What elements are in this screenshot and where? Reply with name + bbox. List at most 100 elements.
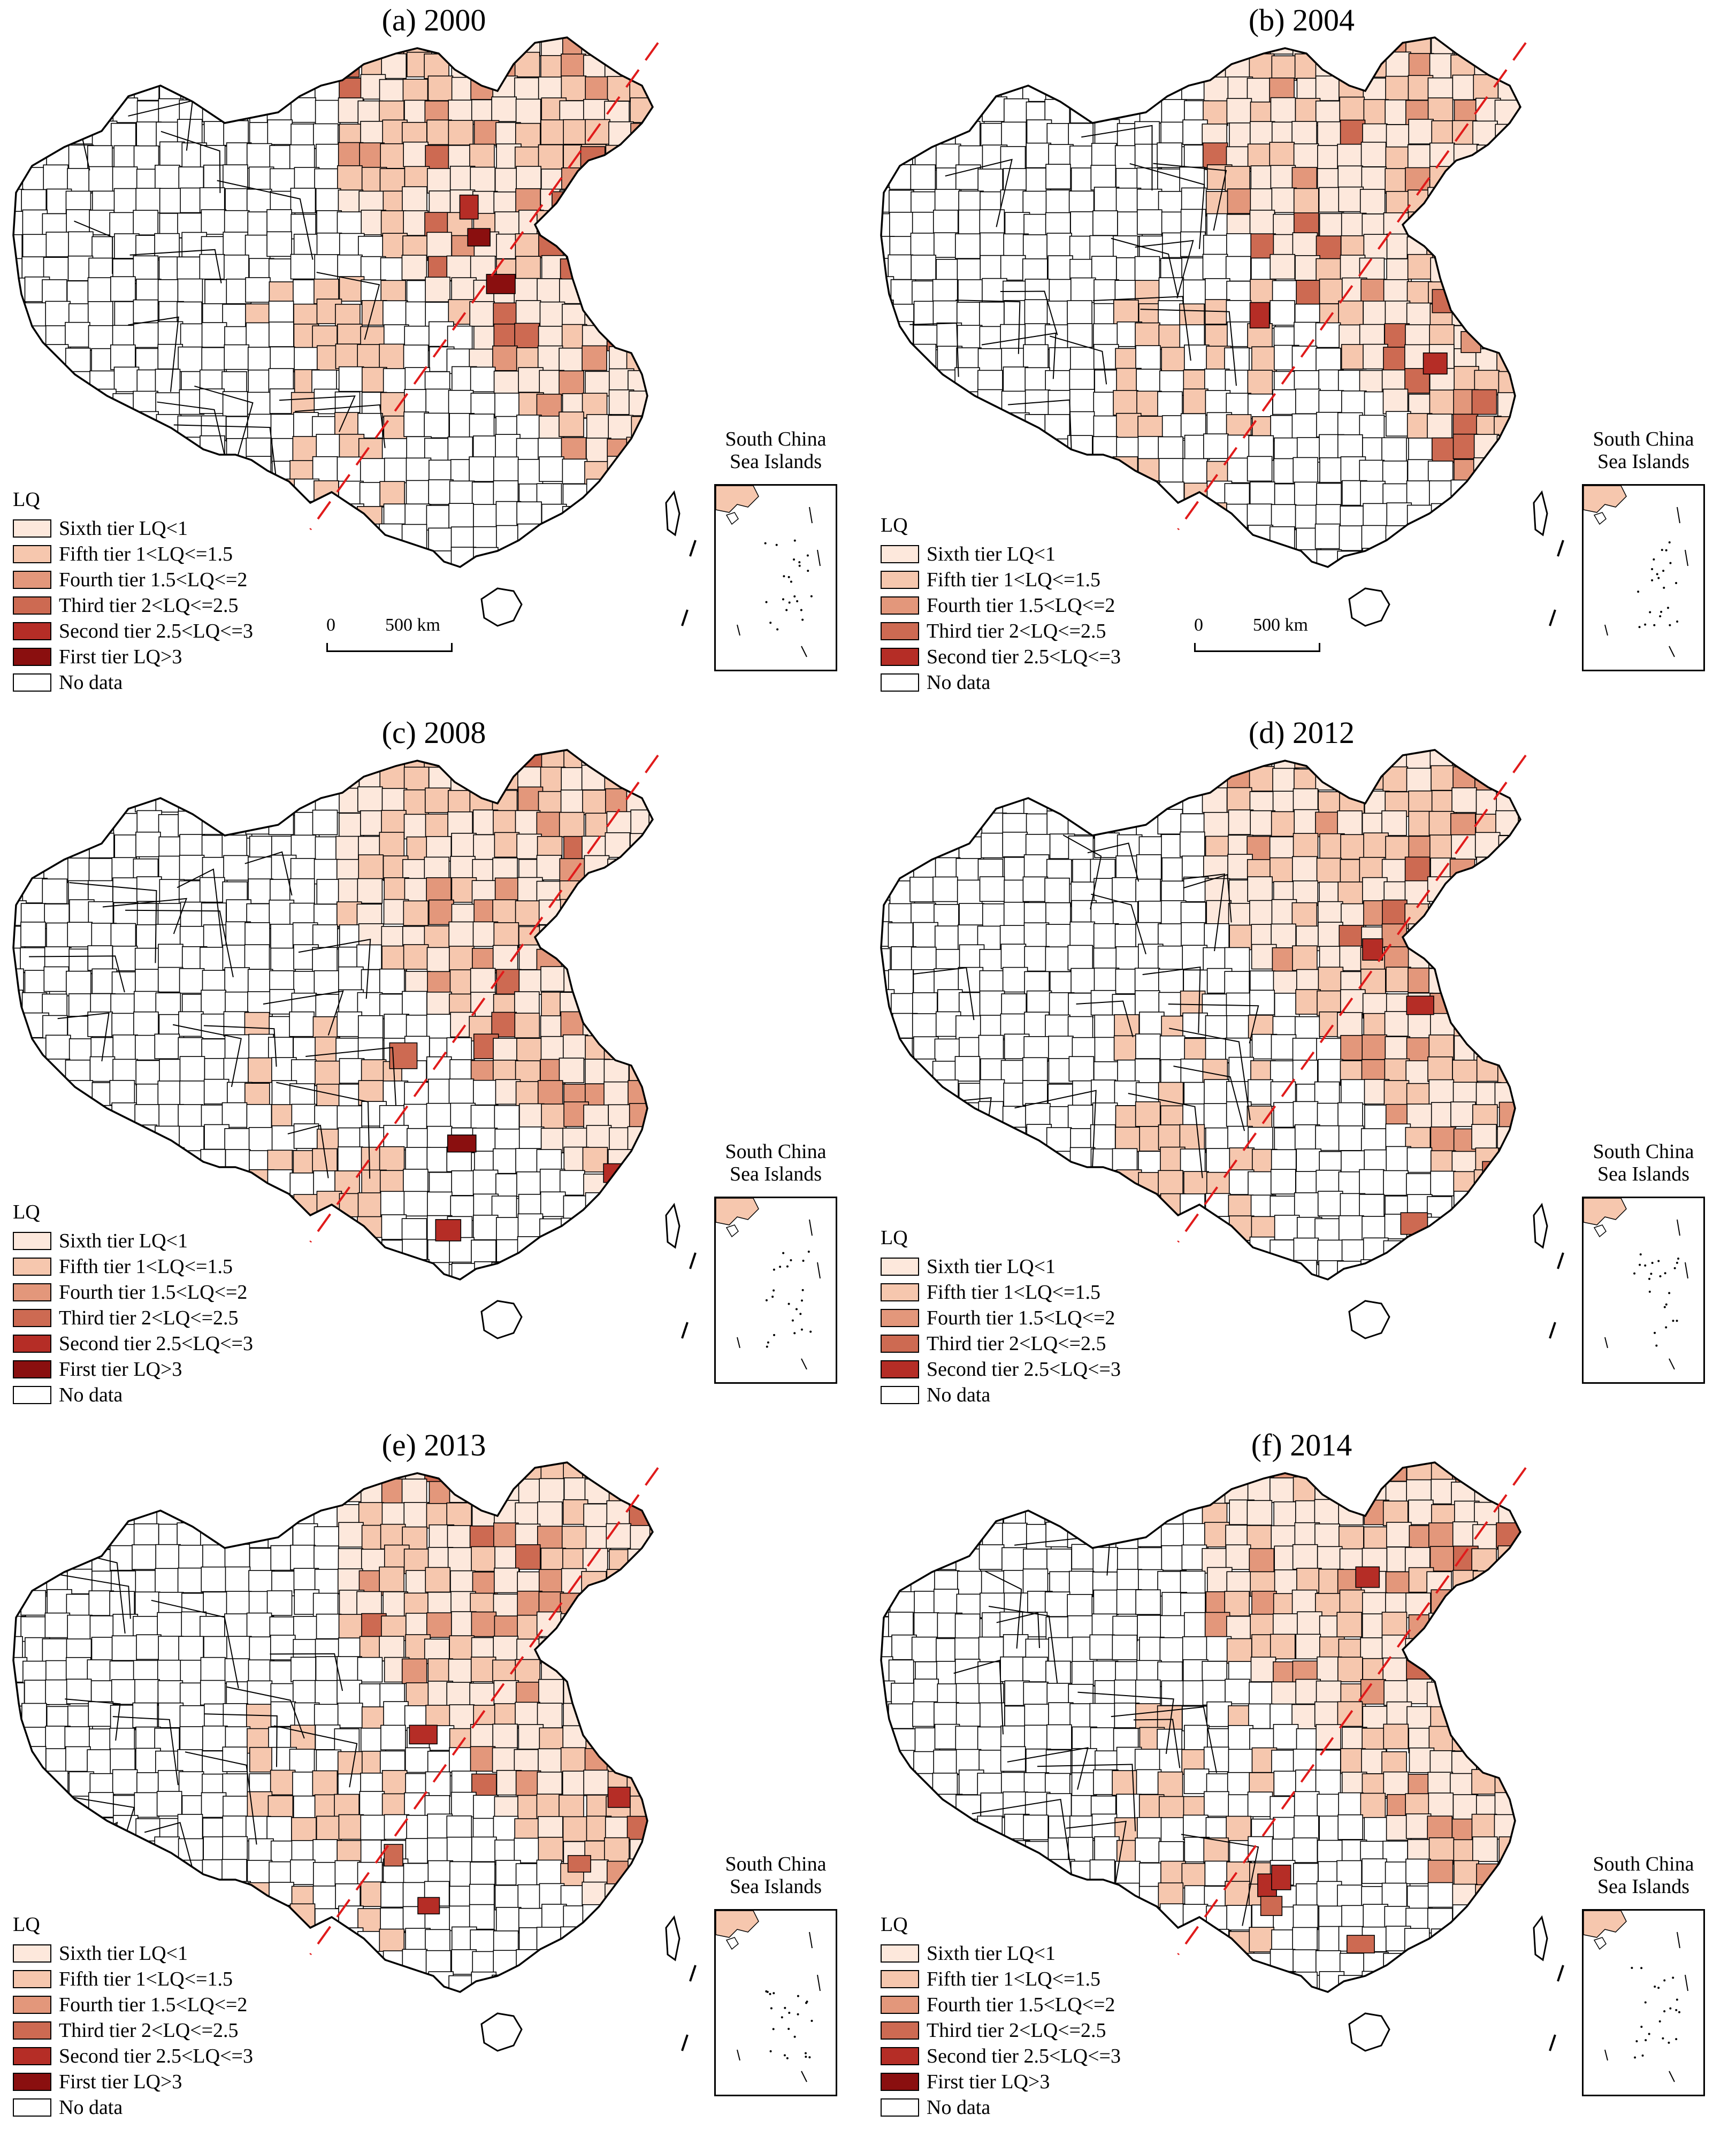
prefecture-region [1516,1101,1520,1128]
prefecture-region [13,1501,27,1527]
prefecture-region [43,1079,70,1105]
legend-swatch [13,1970,51,1988]
prefecture-region [955,1150,981,1176]
prefecture-region [381,788,408,814]
prefecture-region [1183,1171,1209,1197]
prefecture-region [1428,1837,1455,1863]
prefecture-region [43,411,69,438]
legend-item: Fifth tier 1<LQ<=1.5 [13,541,253,567]
prefecture-region [1292,1927,1318,1953]
prefecture-region [582,1881,608,1907]
prefecture-region [244,37,270,56]
prefecture-region [1047,1173,1073,1199]
prefecture-region [405,1838,431,1864]
prefecture-region [1247,393,1273,419]
prefecture-region [1112,52,1138,79]
prefecture-region [1294,1815,1319,1841]
taiwan-island [665,1202,680,1249]
prefecture-region [979,876,1005,902]
prefecture-region [519,1103,545,1129]
prefecture-region [608,235,634,261]
prefecture-region [932,876,958,902]
prefecture-region [1341,903,1366,929]
prefecture-region [1474,832,1501,858]
prefecture-region [494,1567,519,1593]
prefecture-region [20,1860,47,1886]
prefecture-region [157,1680,183,1706]
legend-swatch [13,1283,51,1301]
prefecture-region [932,1839,958,1865]
prefecture-region [339,1975,365,1992]
prefecture-region [1092,1102,1118,1128]
prefecture-region [934,968,959,994]
prefecture-region-second [1423,352,1448,375]
prefecture-region [402,1998,427,2022]
prefecture-region [933,416,959,442]
prefecture-region [537,278,562,304]
prefecture-region [111,1013,137,1039]
inset-label: South China Sea Islands [725,428,827,473]
prefecture-region [1498,922,1520,948]
prefecture-region [1359,1462,1385,1481]
prefecture-region [1026,37,1051,55]
prefecture-region [1472,989,1498,1015]
prefecture-region [1158,436,1184,462]
prefecture-region [383,1701,409,1727]
prefecture-region [1540,56,1565,81]
prefecture-region [110,276,136,302]
prefecture-region [890,1770,916,1796]
prefecture-region [159,1147,185,1173]
prefecture-region [631,971,653,997]
prefecture-region [1429,480,1455,506]
prefecture-region [178,1544,204,1570]
prefecture-region [1113,300,1139,325]
prefecture-region [1001,53,1027,79]
prefecture-region [203,459,228,486]
scale-label: 500 km [1253,615,1308,635]
prefecture-region [133,255,159,281]
prefecture-region [222,74,248,100]
prefecture-region [337,1476,363,1503]
prefecture-region [158,944,183,970]
prefecture-region [1226,1905,1252,1930]
prefecture-region [1069,1815,1095,1841]
prefecture-region [1044,877,1070,903]
prefecture-region [292,1478,318,1504]
prefecture-region [1406,571,1431,596]
prefecture-region [1160,1929,1187,1955]
prefecture-region [294,527,320,553]
prefecture-region [1544,746,1569,771]
prefecture-region [933,435,959,461]
prefecture-region [1045,1749,1072,1775]
prefecture-region [1091,256,1117,281]
prefecture-region [676,994,700,1019]
prefecture-region [1202,573,1227,597]
prefecture-region [1473,1611,1499,1637]
prefecture-region [1428,572,1453,597]
prefecture-region [155,1568,180,1594]
prefecture-region [537,1526,563,1552]
prefecture-region [358,1997,383,2021]
prefecture-region [338,1522,364,1548]
prefecture-region [1094,459,1120,485]
prefecture-region [892,1837,918,1864]
prefecture-region [1451,1681,1477,1707]
prefecture-region [201,767,227,793]
prefecture-region [1498,1636,1520,1662]
prefecture-region [403,141,429,167]
prefecture-region [158,437,183,463]
prefecture-region [338,813,364,839]
prefecture-region [649,1478,653,1504]
prefecture-region [959,1191,985,1217]
prefecture-region [404,1747,431,1773]
legend-swatch [13,571,51,589]
prefecture-region [225,188,250,214]
prefecture-region [1092,768,1118,793]
prefecture-region [293,1236,319,1261]
prefecture-region [913,37,938,57]
prefecture-region [87,437,113,463]
prefecture-region [1089,1884,1115,1911]
legend-title: LQ [13,488,40,511]
legend-swatch [881,1970,919,1988]
legend-swatch [13,1309,51,1327]
